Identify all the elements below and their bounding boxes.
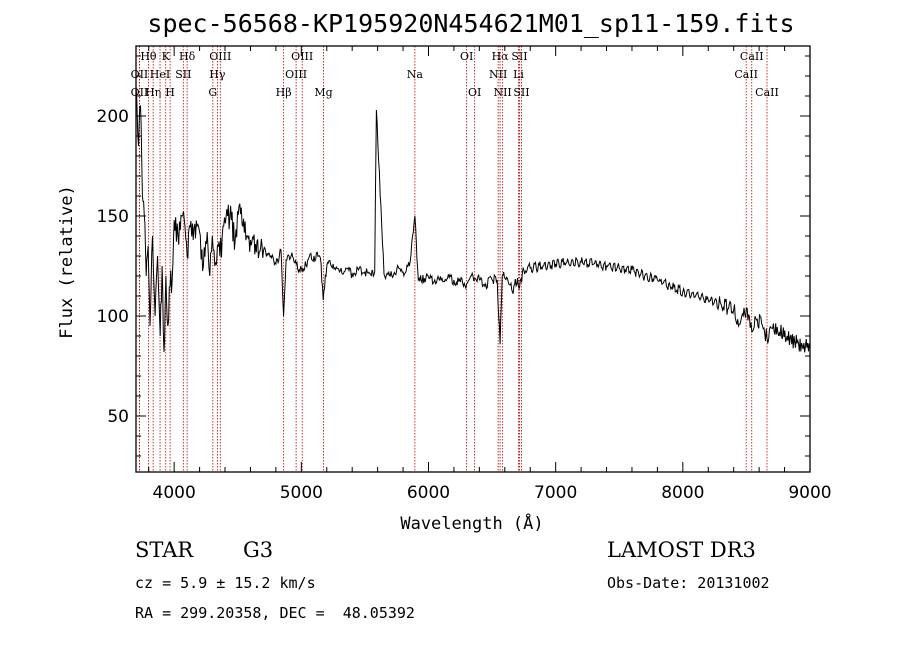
line-label-10: Hγ — [209, 68, 226, 81]
line-label-21: NII — [493, 86, 511, 99]
line-label-17: OI — [460, 50, 473, 63]
line-label-5: K — [162, 50, 171, 63]
x-tick-label: 7000 — [534, 483, 577, 503]
plot-frame — [135, 45, 811, 473]
line-label-2: OII — [131, 86, 149, 99]
line-label-6: SII — [175, 68, 191, 81]
object-subclass: G3 — [243, 538, 274, 562]
x-tick-label: 6000 — [407, 483, 450, 503]
x-tick-label: 9000 — [788, 483, 831, 503]
observation-date: Obs-Date: 20131002 — [607, 574, 770, 592]
coordinates: RA = 299.20358, DEC = 48.05392 — [135, 604, 415, 622]
line-label-13: OIII — [291, 50, 313, 63]
line-label-1: Hθ — [140, 50, 157, 63]
y-tick-label: 50 — [107, 407, 129, 427]
survey-name: LAMOST DR3 — [607, 538, 756, 562]
line-label-24: SII — [513, 86, 529, 99]
line-label-14: OIII — [285, 68, 307, 81]
y-axis-label: Flux (relative) — [57, 185, 77, 339]
line-label-25: CaII — [740, 50, 764, 63]
line-label-19: Hα — [492, 50, 510, 63]
y-tick-label: 200 — [97, 107, 129, 127]
x-tick-label: 8000 — [661, 483, 704, 503]
line-label-4: HeI — [150, 68, 170, 81]
line-label-20: NII — [489, 68, 507, 81]
line-label-27: CaII — [755, 86, 779, 99]
line-label-9: OIII — [209, 50, 231, 63]
line-label-8: Hδ — [179, 50, 196, 63]
y-tick-label: 150 — [97, 207, 129, 227]
line-label-18: OI — [468, 86, 481, 99]
x-tick-label: 4000 — [153, 483, 196, 503]
object-class: STAR — [135, 538, 194, 562]
chart-title: spec-56568-KP195920N454621M01_sp11-159.f… — [147, 9, 794, 38]
redshift-value: cz = 5.9 ± 15.2 km/s — [135, 574, 316, 592]
y-tick-label: 100 — [97, 307, 129, 327]
spectrum-series-line — [135, 85, 811, 353]
line-label-12: Hβ — [276, 86, 292, 99]
x-tick-label: 5000 — [280, 483, 323, 503]
line-label-3: Hη — [145, 86, 161, 99]
axis-ticks: 4000 5000 6000 7000 8000 9000 50 100 150 200 — [97, 46, 832, 503]
line-label-16: Na — [407, 68, 424, 81]
x-axis-label: Wavelength (Å) — [400, 512, 543, 534]
line-label-15: Mg — [314, 86, 332, 99]
line-label-26: CaII — [734, 68, 758, 81]
line-label-11: G — [208, 86, 217, 99]
line-label-7: H — [165, 86, 175, 99]
line-label-22: SII — [511, 50, 527, 63]
line-label-23: Li — [513, 68, 524, 81]
